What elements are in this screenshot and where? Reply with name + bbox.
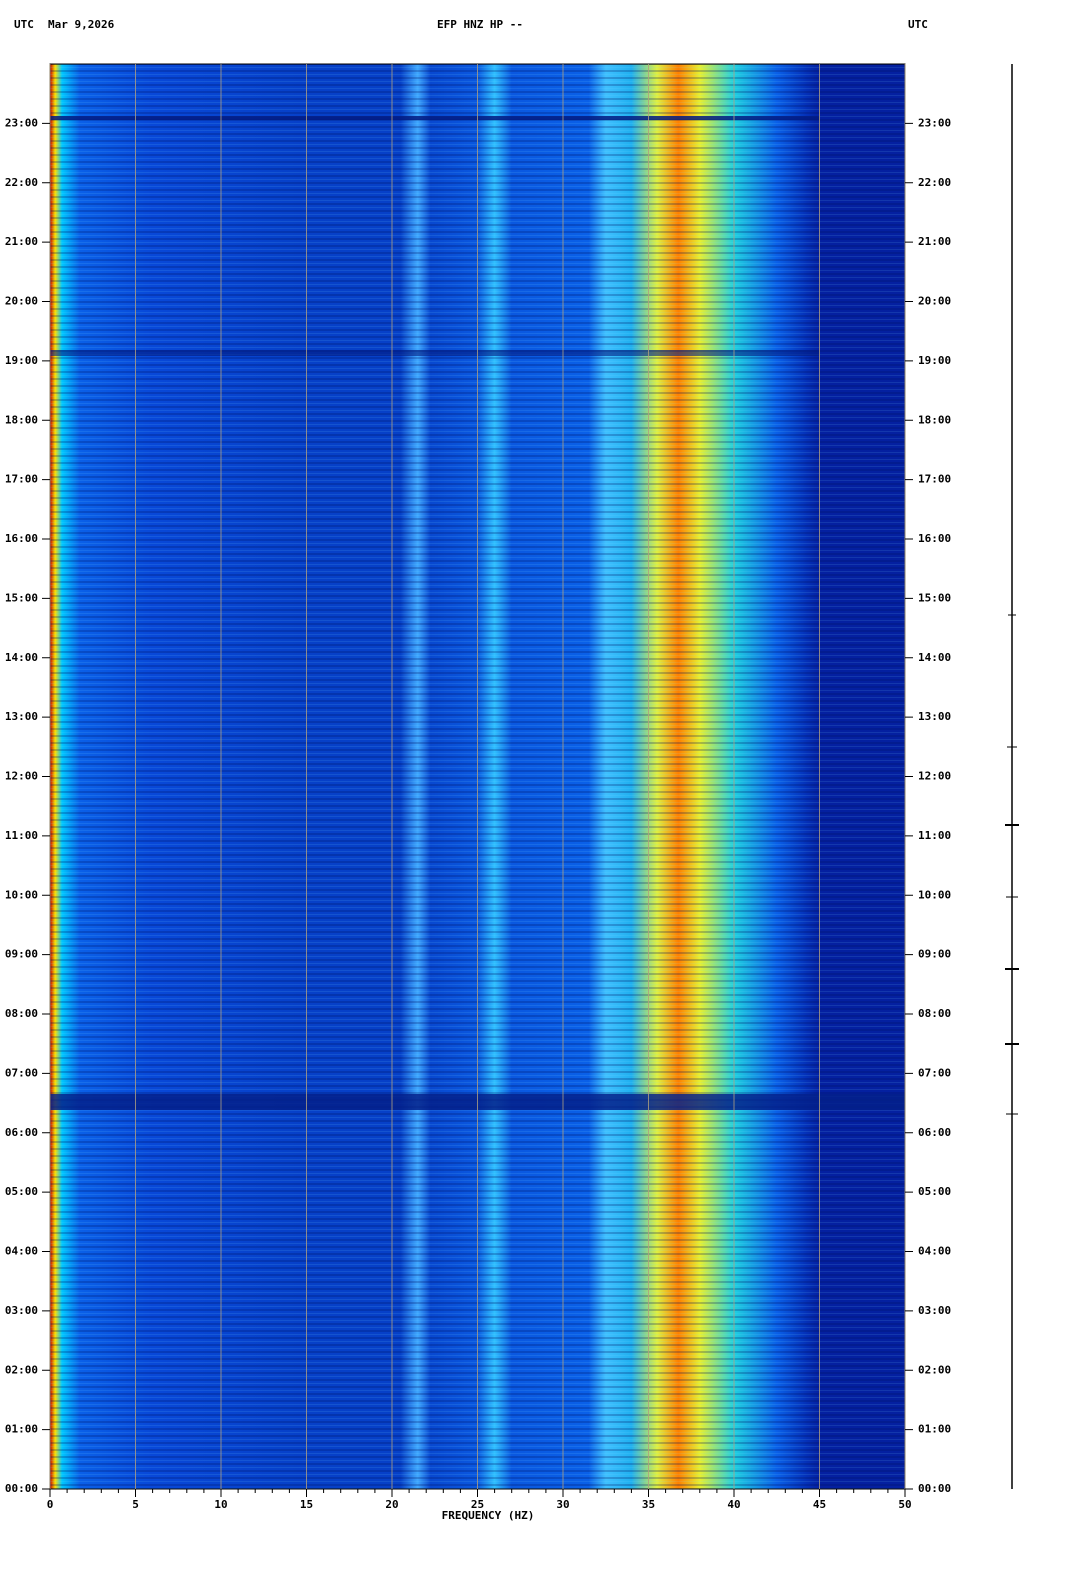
y-tick-label: 21:00 [5,235,38,248]
quiet-band [50,116,820,120]
y-tick-label: 05:00 [918,1185,951,1198]
y-tick-label: 04:00 [918,1245,951,1258]
y-tick-label: 13:00 [5,710,38,723]
x-tick-label: 30 [556,1498,569,1511]
y-tick-label: 02:00 [918,1363,951,1376]
y-tick-label: 05:00 [5,1185,38,1198]
y-tick-label: 19:00 [5,354,38,367]
y-tick-label: 22:00 [918,176,951,189]
y-tick-label: 11:00 [918,829,951,842]
x-tick-label: 35 [642,1498,655,1511]
timezone-right: UTC [908,18,928,31]
y-tick-label: 16:00 [918,532,951,545]
y-tick-label: 22:00 [5,176,38,189]
quiet-band [50,350,820,356]
y-tick-label: 08:00 [918,1007,951,1020]
y-tick-label: 07:00 [918,1066,951,1079]
y-tick-label: 23:00 [918,116,951,129]
x-tick-label: 45 [813,1498,826,1511]
x-tick-label: 20 [385,1498,398,1511]
x-axis-label: FREQUENCY (HZ) [442,1509,535,1522]
x-tick-label: 5 [132,1498,139,1511]
y-tick-label: 20:00 [918,295,951,308]
x-tick-label: 40 [727,1498,740,1511]
y-tick-label: 11:00 [5,829,38,842]
date: Mar 9,2026 [48,18,115,31]
y-tick-label: 03:00 [918,1304,951,1317]
x-tick-label: 25 [471,1498,484,1511]
y-tick-label: 00:00 [918,1482,951,1495]
x-tick-label: 50 [898,1498,911,1511]
timezone-left: UTC [14,18,34,31]
x-tick-label: 0 [47,1498,54,1511]
y-tick-label: 23:00 [5,116,38,129]
chart-title: EFP HNZ HP -- [437,18,523,31]
y-tick-label: 01:00 [918,1423,951,1436]
y-tick-label: 14:00 [918,651,951,664]
y-tick-label: 15:00 [918,591,951,604]
y-tick-label: 06:00 [5,1126,38,1139]
y-tick-label: 14:00 [5,651,38,664]
y-tick-label: 18:00 [5,413,38,426]
y-tick-label: 04:00 [5,1245,38,1258]
y-tick-label: 18:00 [918,413,951,426]
y-tick-label: 00:00 [5,1482,38,1495]
y-tick-label: 01:00 [5,1423,38,1436]
y-tick-label: 03:00 [5,1304,38,1317]
y-tick-label: 06:00 [918,1126,951,1139]
y-tick-label: 13:00 [918,710,951,723]
y-tick-label: 10:00 [918,888,951,901]
y-tick-label: 17:00 [5,473,38,486]
y-tick-label: 21:00 [918,235,951,248]
x-tick-label: 15 [300,1498,313,1511]
y-tick-label: 08:00 [5,1007,38,1020]
x-tick-label: 10 [214,1498,227,1511]
y-tick-label: 17:00 [918,473,951,486]
y-tick-label: 10:00 [5,888,38,901]
y-tick-label: 15:00 [5,591,38,604]
y-tick-label: 02:00 [5,1363,38,1376]
y-tick-label: 20:00 [5,295,38,308]
y-tick-label: 12:00 [918,770,951,783]
y-tick-label: 12:00 [5,770,38,783]
y-tick-label: 19:00 [918,354,951,367]
trace [1005,64,1019,1489]
y-tick-label: 16:00 [5,532,38,545]
y-tick-label: 09:00 [918,948,951,961]
y-tick-label: 09:00 [5,948,38,961]
y-tick-label: 07:00 [5,1066,38,1079]
